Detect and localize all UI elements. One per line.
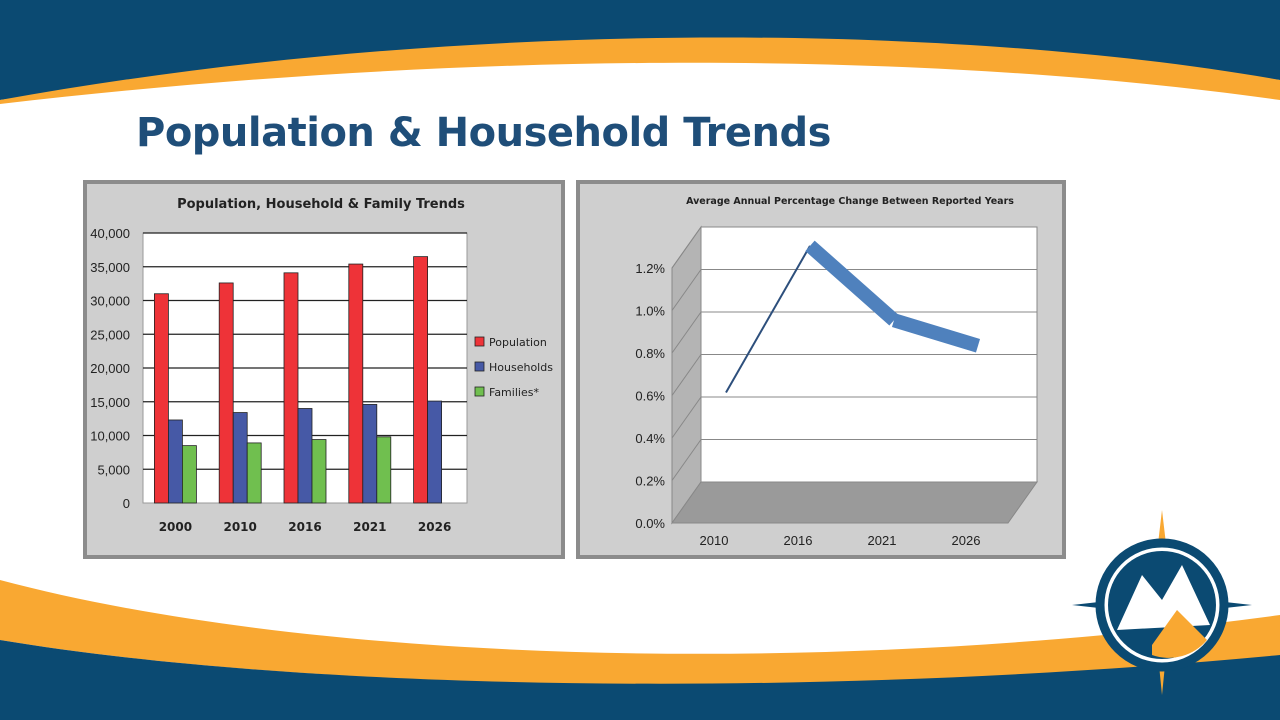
top-orange-swoosh [0,37,1280,104]
y-tick-label: 5,000 [97,462,130,477]
bar-chart: Population, Household & Family Trends 0 5… [90,197,553,534]
y-tick-label: 0 [123,496,130,511]
side-gridline [671,226,702,269]
legend-label: Population [489,336,547,349]
line-segment [725,245,811,393]
y-tick-label: 20,000 [90,361,130,376]
bar-families [376,436,392,504]
y-tick-label: 40,000 [90,226,130,241]
legend-label: Families* [489,386,539,399]
y-tick-label: 0.4% [635,431,665,446]
side-gridline [671,311,702,354]
legend-swatch [474,361,485,372]
bar-chart-panel: Population, Household & Family Trends 0 5… [83,180,565,559]
bar-population [348,263,364,504]
legend-label: Households [489,361,553,374]
line-chart-panel: Average Annual Percentage Change Between… [576,180,1066,559]
y-tick-label: 0.2% [635,474,665,489]
x-tick-label: 2010 [700,533,729,548]
legend-swatch [474,336,485,347]
line-segment [805,240,899,326]
compass-logo-icon [1072,510,1252,695]
y-tick-label: 1.2% [635,261,665,276]
bar-families [246,442,262,504]
x-tick-label: 2010 [223,520,256,534]
top-navy-band [0,0,1280,100]
bottom-orange-swoosh [0,580,1280,685]
bar-population [283,272,299,504]
line-chart-title: Average Annual Percentage Change Between… [686,196,1014,207]
legend-swatch [474,386,485,397]
bar-chart-title: Population, Household & Family Trends [177,197,465,212]
bottom-navy-band [0,640,1280,720]
y-tick-label: 15,000 [90,395,130,410]
y-tick-label: 10,000 [90,429,130,444]
x-tick-label: 2000 [159,520,192,534]
x-tick-label: 2021 [353,520,386,534]
side-gridline [671,439,702,481]
bar-households [297,408,313,504]
bar-population [154,293,169,504]
y-tick-label: 0.6% [635,389,665,404]
line-chart: Average Annual Percentage Change Between… [635,196,1038,548]
x-tick-label: 2016 [288,520,321,534]
y-tick-label: 0.0% [635,516,665,531]
bar-households [362,404,378,504]
x-tick-label: 2026 [952,533,981,548]
y-tick-label: 35,000 [90,260,130,275]
line-segment [891,313,981,353]
bar-population [218,282,234,504]
bar-households [232,412,248,504]
side-gridline [671,396,702,439]
y-tick-label: 30,000 [90,294,130,309]
floor [671,481,1038,524]
y-tick-label: 25,000 [90,327,130,342]
x-tick-label: 2021 [868,533,897,548]
bar-households [168,419,183,504]
bar-families [311,439,327,504]
y-tick-label: 1.0% [635,304,665,319]
page-title: Population & Household Trends [136,110,831,156]
bar-population [413,256,429,504]
side-gridline [671,269,702,311]
x-tick-label: 2016 [784,533,813,548]
bar-families [182,445,197,504]
x-tick-label: 2026 [418,520,451,534]
y-tick-label: 0.8% [635,346,665,361]
bar-households [427,400,443,504]
side-gridline [671,354,702,396]
